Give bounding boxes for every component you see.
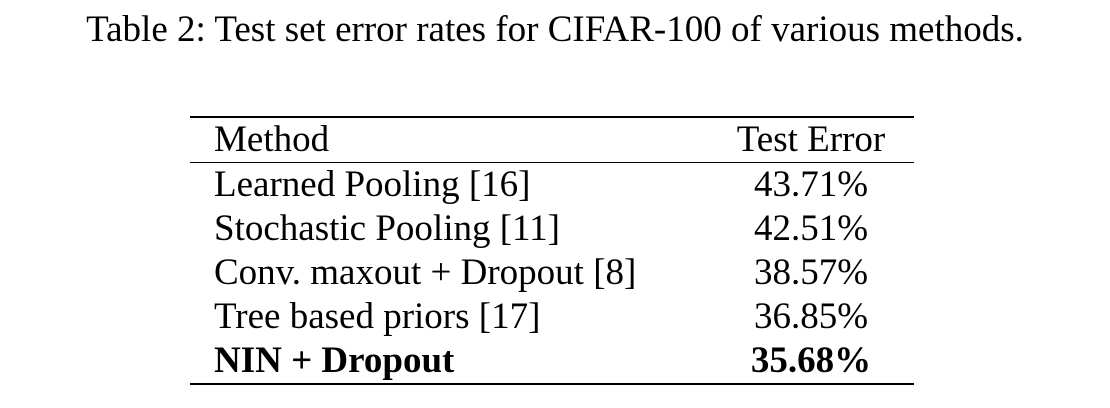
results-table: Method Test Error Learned Pooling [16] 4… xyxy=(190,116,914,385)
method-cell: Learned Pooling [16] xyxy=(214,164,531,205)
method-cell: Conv. maxout + Dropout [8] xyxy=(214,252,637,293)
error-cell: 36.85% xyxy=(753,296,869,337)
error-cell: 38.57% xyxy=(753,252,869,293)
method-column-header: Method xyxy=(214,119,330,160)
best-result-row: NIN + Dropout 35.68% xyxy=(190,339,914,384)
error-cell: 35.68% xyxy=(750,340,872,381)
table-header-row: Method Test Error xyxy=(190,117,914,163)
error-cell: 43.71% xyxy=(753,164,869,205)
table-row: Tree based priors [17] 36.85% xyxy=(190,295,914,339)
method-cell: Stochastic Pooling [11] xyxy=(214,208,560,249)
table-caption: Table 2: Test set error rates for CIFAR-… xyxy=(86,9,1024,50)
error-cell: 42.51% xyxy=(753,208,869,249)
table-row: Learned Pooling [16] 43.71% xyxy=(190,163,914,208)
test-error-column-header: Test Error xyxy=(736,119,886,160)
table-row: Stochastic Pooling [11] 42.51% xyxy=(190,207,914,251)
table-row: Conv. maxout + Dropout [8] 38.57% xyxy=(190,251,914,295)
method-cell: NIN + Dropout xyxy=(214,340,455,381)
method-cell: Tree based priors [17] xyxy=(214,296,541,337)
